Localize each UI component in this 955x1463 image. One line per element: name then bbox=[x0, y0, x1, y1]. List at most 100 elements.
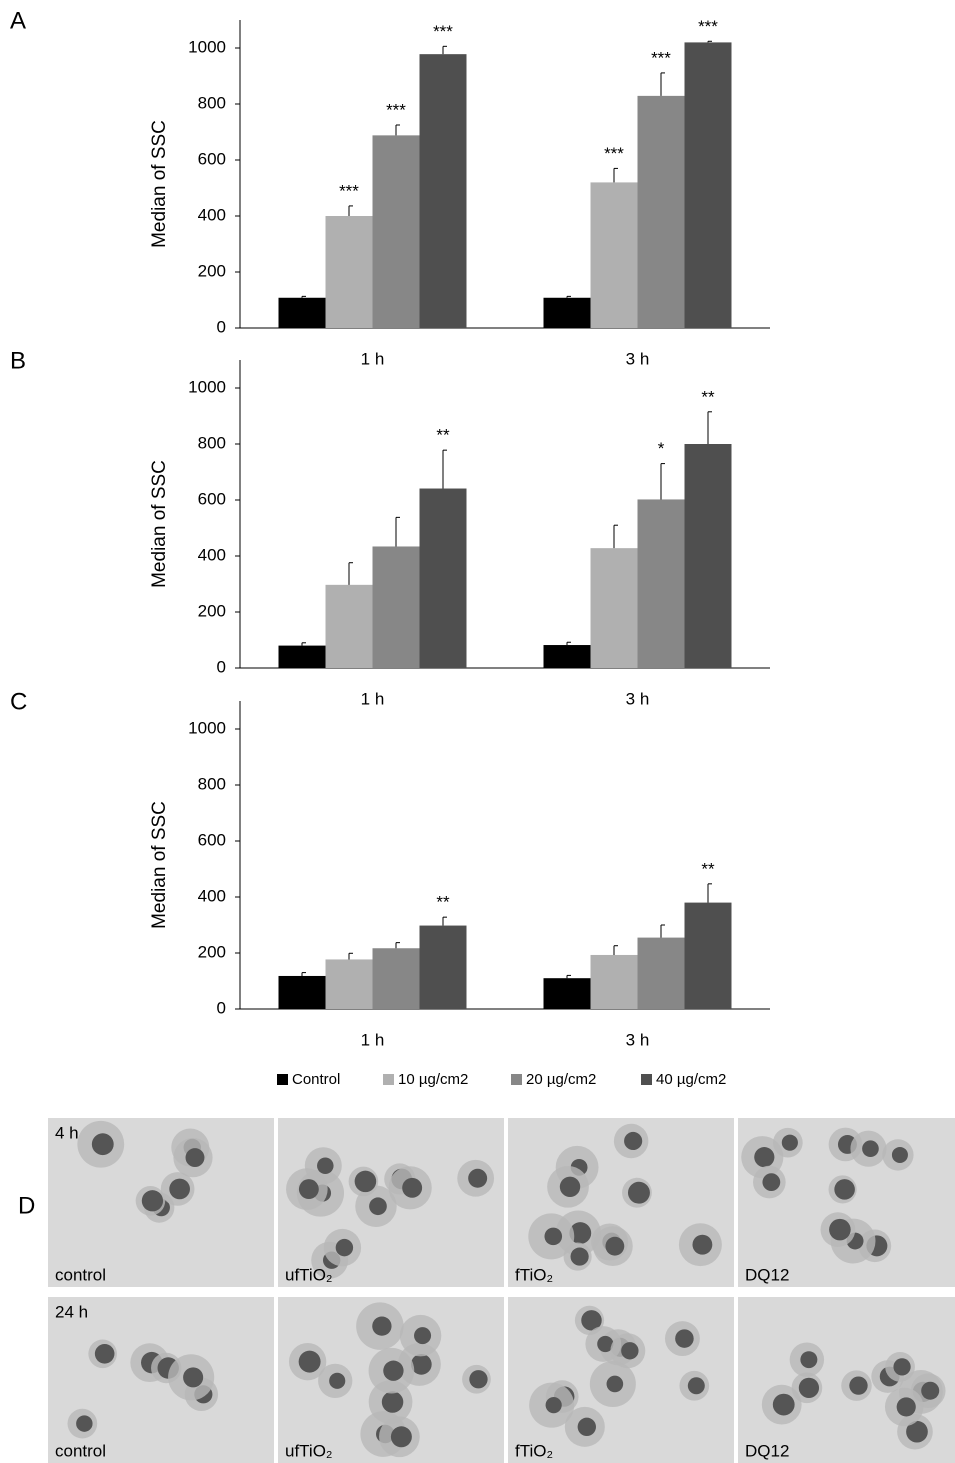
cell-nucleus bbox=[829, 1218, 851, 1241]
panel-letter: A bbox=[10, 7, 26, 34]
bar bbox=[543, 978, 591, 1009]
cell-nucleus bbox=[906, 1420, 928, 1443]
bar bbox=[372, 546, 420, 668]
bar bbox=[372, 948, 420, 1009]
cell-nucleus bbox=[570, 1247, 589, 1266]
significance: *** bbox=[698, 17, 718, 36]
x-tick-label: 3 h bbox=[626, 349, 650, 368]
legend-label: 40 µg/cm2 bbox=[656, 1071, 726, 1088]
y-tick-label: 1000 bbox=[188, 37, 226, 56]
condition-label: control bbox=[55, 1441, 106, 1460]
cell-nucleus bbox=[402, 1177, 423, 1198]
cell-nucleus bbox=[544, 1227, 563, 1246]
cell-nucleus bbox=[692, 1234, 713, 1255]
cell-nucleus bbox=[369, 1197, 387, 1216]
bar bbox=[325, 216, 373, 328]
bar bbox=[684, 42, 732, 329]
cell-nucleus bbox=[896, 1397, 916, 1417]
y-tick-label: 1000 bbox=[188, 718, 226, 737]
panel-letter: B bbox=[10, 347, 26, 374]
y-tick-label: 200 bbox=[198, 601, 226, 620]
panel-letter: D bbox=[18, 1192, 35, 1219]
cell-nucleus bbox=[605, 1236, 625, 1256]
cell-nucleus bbox=[627, 1181, 650, 1204]
cell-nucleus bbox=[762, 1173, 781, 1191]
y-tick-label: 600 bbox=[198, 489, 226, 508]
bar bbox=[325, 959, 373, 1009]
cell-nucleus bbox=[581, 1310, 602, 1331]
bar bbox=[278, 645, 326, 668]
legend-label: 20 µg/cm2 bbox=[526, 1071, 596, 1088]
significance: ** bbox=[701, 859, 715, 878]
cell-nucleus bbox=[834, 1179, 855, 1200]
panel-letter: C bbox=[10, 688, 27, 715]
bar bbox=[372, 135, 420, 328]
condition-label: DQ12 bbox=[745, 1441, 789, 1460]
y-tick-label: 200 bbox=[198, 942, 226, 961]
cell-nucleus bbox=[414, 1327, 432, 1345]
bar bbox=[543, 297, 591, 328]
x-tick-label: 1 h bbox=[361, 1030, 385, 1049]
y-tick-label: 800 bbox=[198, 93, 226, 112]
bar bbox=[684, 444, 732, 668]
legend-label: 10 µg/cm2 bbox=[398, 1071, 468, 1088]
significance: *** bbox=[604, 144, 624, 163]
cell-nucleus bbox=[169, 1178, 190, 1200]
bar bbox=[590, 548, 638, 668]
significance: ** bbox=[701, 387, 715, 406]
bar bbox=[419, 54, 467, 328]
bar bbox=[590, 182, 638, 328]
cell-nucleus bbox=[921, 1381, 940, 1400]
cell-nucleus bbox=[381, 1391, 404, 1413]
bar bbox=[543, 645, 591, 668]
bar bbox=[684, 902, 732, 1009]
y-tick-label: 1000 bbox=[188, 377, 226, 396]
condition-label: control bbox=[55, 1265, 106, 1284]
condition-label: DQ12 bbox=[745, 1265, 789, 1284]
cell-nucleus bbox=[621, 1342, 639, 1360]
bar bbox=[637, 95, 685, 328]
cell-nucleus bbox=[468, 1168, 488, 1188]
cell-nucleus bbox=[545, 1397, 562, 1414]
cell-nucleus bbox=[891, 1146, 908, 1163]
y-tick-label: 0 bbox=[217, 998, 226, 1017]
cell-nucleus bbox=[849, 1376, 868, 1395]
significance: *** bbox=[339, 181, 359, 200]
cell-nucleus bbox=[577, 1417, 596, 1437]
cell-nucleus bbox=[141, 1190, 164, 1212]
cell-nucleus bbox=[569, 1222, 592, 1244]
y-axis-label: Median of SSC bbox=[149, 120, 170, 248]
condition-label: ufTiO₂ bbox=[285, 1265, 333, 1284]
cell-nucleus bbox=[559, 1176, 581, 1198]
significance: ** bbox=[436, 893, 450, 912]
x-tick-label: 1 h bbox=[361, 689, 385, 708]
bar bbox=[419, 925, 467, 1009]
condition-label: fTiO₂ bbox=[515, 1441, 553, 1460]
x-tick-label: 1 h bbox=[361, 349, 385, 368]
bar bbox=[637, 937, 685, 1009]
legend-swatch bbox=[641, 1074, 652, 1085]
significance: ** bbox=[436, 426, 450, 445]
cell-nucleus bbox=[298, 1350, 321, 1373]
cell-nucleus bbox=[781, 1134, 798, 1151]
bar bbox=[278, 975, 326, 1009]
cell-nucleus bbox=[298, 1179, 319, 1200]
significance: *** bbox=[386, 100, 406, 119]
cell-nucleus bbox=[687, 1377, 705, 1395]
cell-nucleus bbox=[329, 1372, 346, 1389]
y-tick-label: 400 bbox=[198, 886, 226, 905]
cell-nucleus bbox=[76, 1415, 93, 1432]
cell-nucleus bbox=[597, 1335, 614, 1353]
cell-nucleus bbox=[183, 1367, 204, 1388]
cell-nucleus bbox=[410, 1354, 432, 1375]
bar bbox=[325, 584, 373, 668]
significance: * bbox=[658, 439, 665, 458]
condition-label: fTiO₂ bbox=[515, 1265, 553, 1284]
y-tick-label: 600 bbox=[198, 149, 226, 168]
time-label: 4 h bbox=[55, 1123, 79, 1142]
y-tick-label: 800 bbox=[198, 433, 226, 452]
cell-nucleus bbox=[800, 1351, 818, 1369]
cell-nucleus bbox=[94, 1343, 115, 1364]
cell-nucleus bbox=[893, 1358, 911, 1376]
time-label: 24 h bbox=[55, 1302, 88, 1321]
